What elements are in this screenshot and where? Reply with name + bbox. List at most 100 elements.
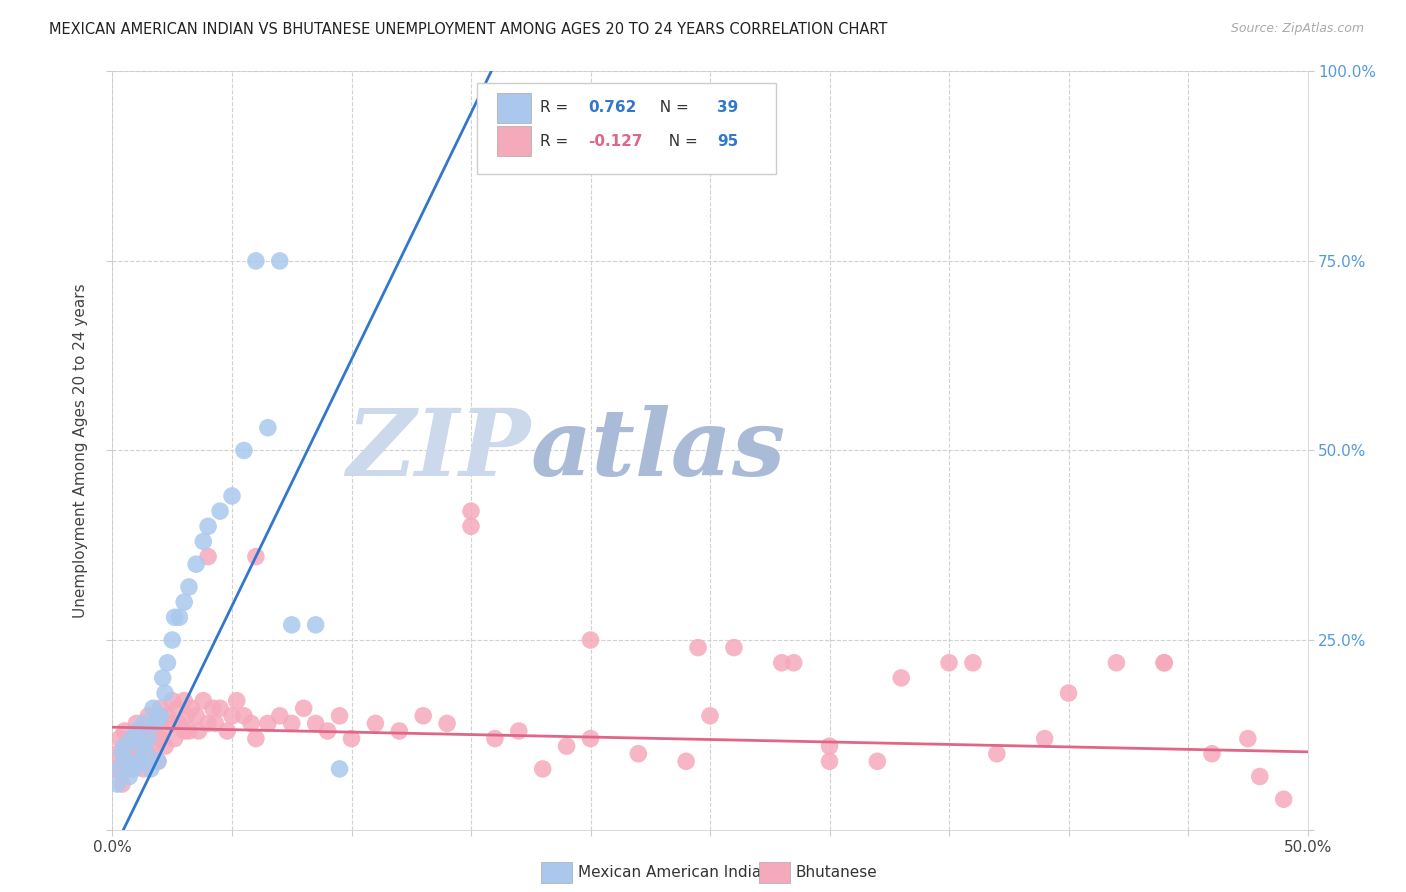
Point (121, 731, 143, 746)
Point (269, 708, 291, 723)
Point (436, 716, 458, 731)
Text: R =: R = (540, 100, 574, 115)
Point (180, 701, 202, 715)
Point (209, 701, 232, 715)
Point (305, 716, 328, 731)
Point (364, 716, 387, 731)
Point (162, 694, 183, 708)
Point (818, 739, 841, 753)
Point (146, 755, 169, 769)
Point (555, 739, 578, 753)
Text: Mexican American Indians: Mexican American Indians (578, 865, 779, 880)
Point (986, 747, 1008, 761)
Point (890, 671, 912, 685)
Point (108, 731, 131, 746)
Text: 0.762: 0.762 (588, 100, 637, 115)
Point (135, 747, 157, 761)
Point (245, 549, 267, 564)
Point (866, 755, 889, 769)
Point (135, 731, 157, 746)
Point (128, 755, 150, 769)
Point (484, 731, 506, 746)
Point (221, 708, 243, 723)
Point (329, 762, 352, 776)
Point (281, 617, 304, 632)
Point (412, 708, 434, 723)
Point (139, 762, 162, 776)
Point (122, 762, 145, 776)
Point (818, 755, 841, 769)
Point (176, 708, 198, 723)
Point (217, 724, 239, 739)
Point (316, 724, 339, 739)
Point (770, 656, 793, 670)
Point (245, 253, 267, 268)
Point (281, 716, 304, 731)
Point (156, 656, 179, 670)
Point (782, 656, 804, 670)
Point (197, 549, 219, 564)
Point (201, 701, 224, 715)
Point (125, 716, 148, 731)
Point (388, 724, 411, 739)
Point (162, 716, 183, 731)
Point (245, 731, 267, 746)
Point (177, 580, 200, 594)
Point (163, 731, 186, 746)
Point (460, 519, 482, 533)
Point (292, 701, 315, 715)
Point (305, 617, 328, 632)
Text: Bhutanese: Bhutanese (796, 865, 877, 880)
Text: ZIP: ZIP (346, 406, 531, 495)
Bar (498, 126, 531, 156)
Point (111, 777, 134, 791)
Point (723, 640, 745, 655)
Point (142, 739, 165, 753)
Text: 95: 95 (717, 134, 738, 149)
Point (125, 724, 148, 739)
Point (579, 633, 602, 648)
Point (1201, 747, 1223, 761)
Text: Source: ZipAtlas.com: Source: ZipAtlas.com (1230, 22, 1364, 36)
Point (193, 534, 215, 549)
Point (132, 716, 155, 731)
Bar (498, 93, 531, 123)
Text: R =: R = (540, 134, 574, 149)
Point (111, 747, 134, 761)
Point (1153, 656, 1175, 670)
Text: atlas: atlas (531, 406, 786, 495)
Point (142, 701, 165, 715)
Point (125, 755, 148, 769)
Point (118, 769, 141, 784)
Point (329, 708, 352, 723)
Point (108, 762, 131, 776)
Point (115, 755, 138, 769)
Point (233, 443, 256, 458)
Point (163, 610, 186, 624)
Point (173, 595, 195, 609)
Point (145, 716, 167, 731)
Point (1272, 792, 1295, 806)
Point (460, 504, 482, 518)
Point (340, 731, 363, 746)
Point (121, 731, 143, 746)
Point (233, 708, 256, 723)
Point (149, 731, 172, 746)
Point (187, 724, 209, 739)
Point (225, 694, 247, 708)
Point (152, 724, 174, 739)
Point (104, 762, 127, 776)
Text: MEXICAN AMERICAN INDIAN VS BHUTANESE UNEMPLOYMENT AMONG AGES 20 TO 24 YEARS CORR: MEXICAN AMERICAN INDIAN VS BHUTANESE UNE… (49, 22, 887, 37)
Point (138, 747, 160, 761)
Point (118, 762, 141, 776)
Point (1153, 656, 1175, 670)
Point (114, 755, 135, 769)
Point (531, 762, 554, 776)
Point (139, 724, 162, 739)
Point (938, 656, 960, 670)
Point (627, 747, 650, 761)
Point (173, 724, 195, 739)
Point (146, 755, 169, 769)
Point (1237, 731, 1260, 746)
Point (177, 724, 200, 739)
